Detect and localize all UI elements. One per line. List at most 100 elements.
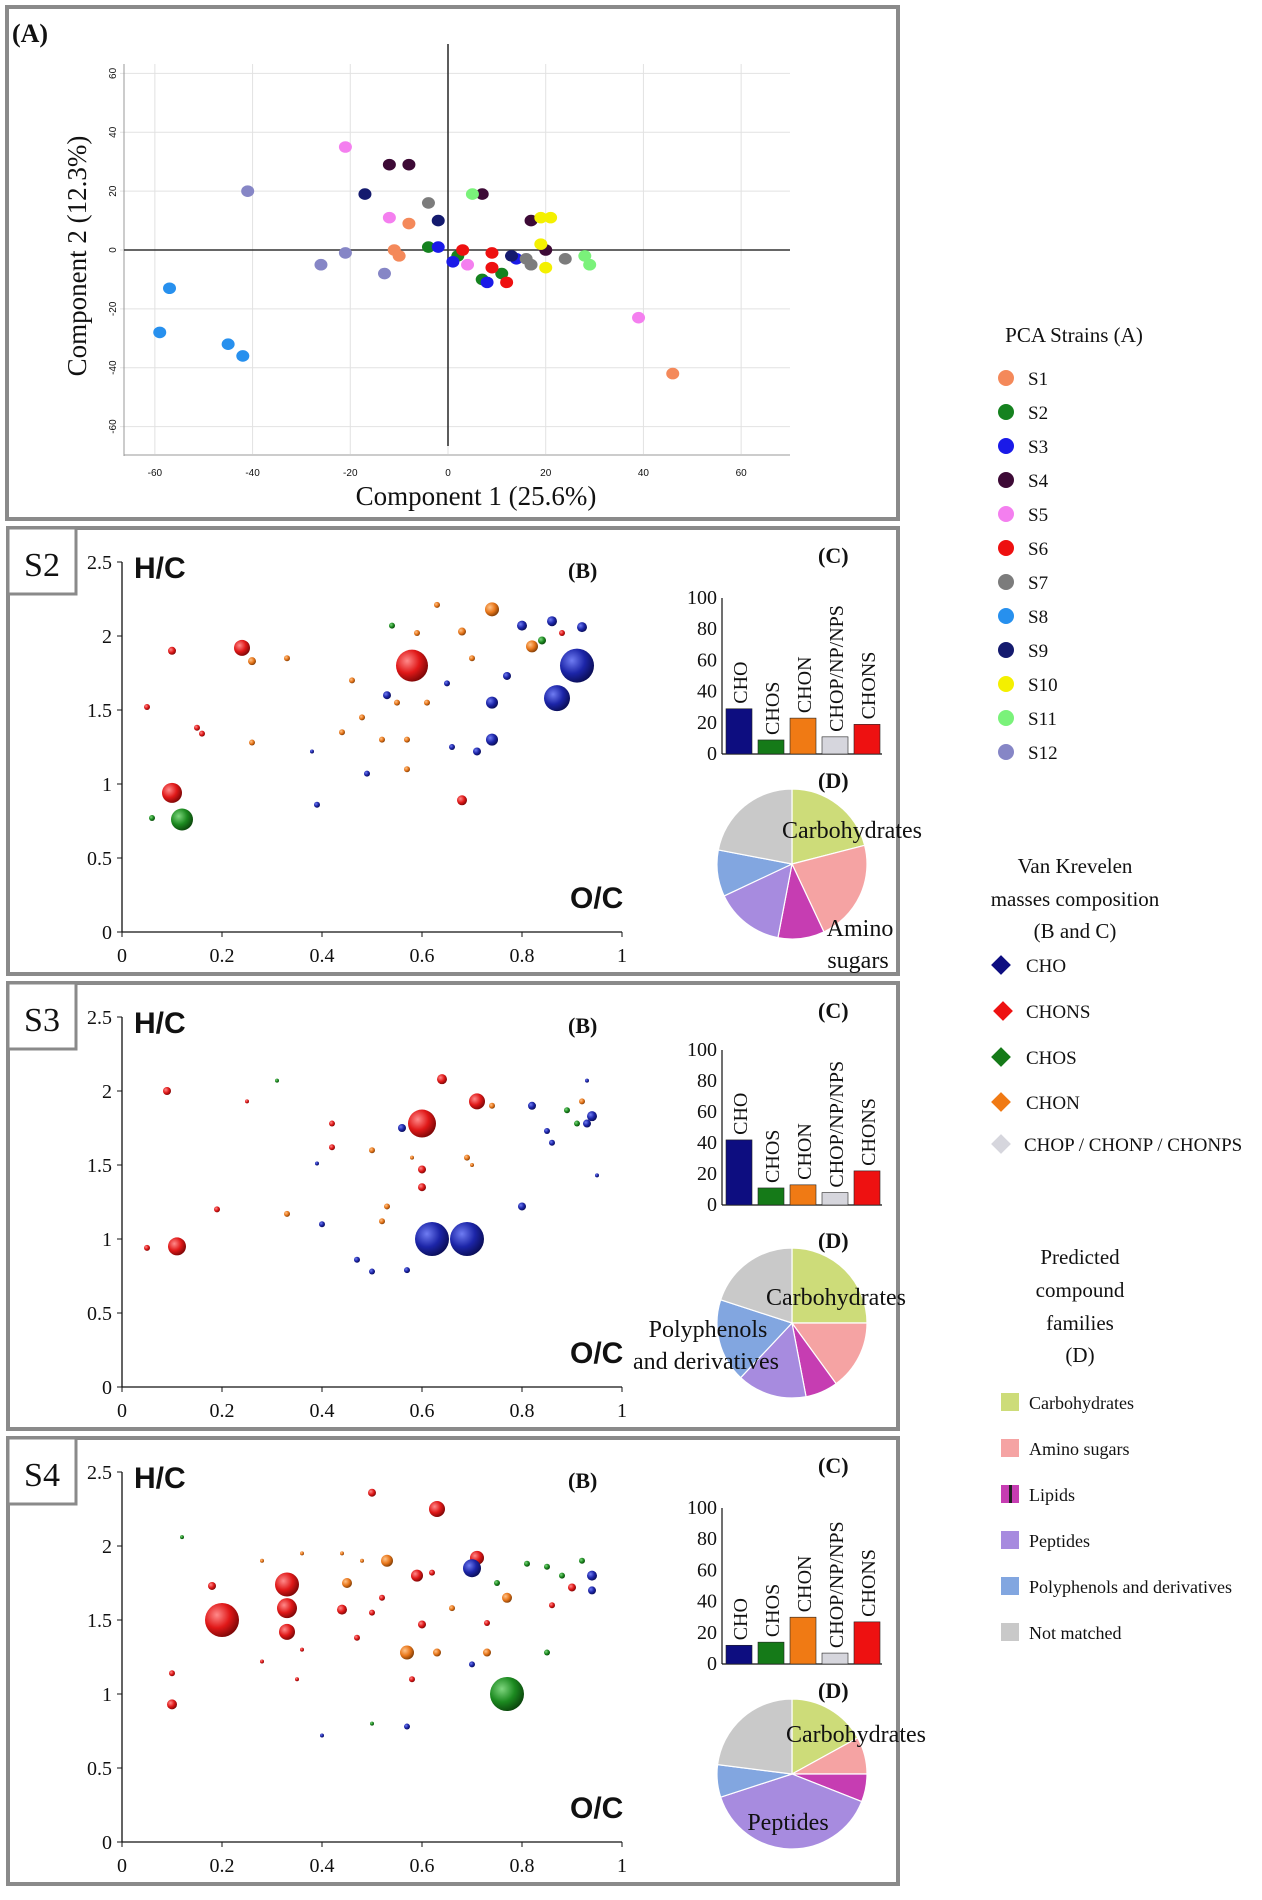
pca-point-s12 [338,247,352,259]
pca-x-tick: 0 [445,468,451,479]
vk-point-red [162,782,182,803]
vk-point-red [279,1623,295,1640]
bar-chos [757,1641,785,1665]
pca-point-s12 [314,258,328,271]
legend-strain-swatch-s4 [998,472,1014,488]
bar-category-label: CHOS [762,1584,784,1637]
vk-x-tick: 1 [617,1400,627,1422]
vk-point-red [559,630,565,637]
vk-point-orange [414,630,420,637]
pca-tick-labels: -60 -40 -20 0 20 40 60 -60 -40 -20 0 20 40 60 [108,67,747,479]
vk-y-tick: 2.5 [87,552,112,574]
vk-y-tick: 2.5 [87,1462,112,1484]
legend-strain-label: S1 [1028,369,1048,390]
vk-point-red [329,1144,335,1151]
pie-label: Carbohydrates [786,1722,926,1748]
strain-label-box [6,526,78,596]
vk-point-red [469,1093,485,1110]
vk-x-tick: 0.8 [510,1400,535,1422]
vk-point-blue [473,747,481,756]
legend-vk-label: CHON [1026,1093,1080,1114]
pca-point-s4 [475,188,489,200]
vk-tag-b: (B) [568,1013,597,1038]
bar-chop [821,1192,849,1206]
pie-label: Carbohydrates [766,1285,906,1311]
pca-point-s1 [666,367,680,380]
vk-point-green [538,636,546,645]
pca-x-tick: -60 [148,468,163,479]
pca-point-s12 [241,185,255,197]
vk-x-tick: 0.4 [310,1400,335,1422]
pca-point-s6 [456,244,470,256]
legend-fam-lipid-mark [1009,1485,1012,1503]
legend-strain-label: S3 [1028,437,1048,458]
vk-point-blue [319,1221,325,1228]
vk-point-green [564,1107,570,1114]
vk-x-tick: 0.6 [410,1400,435,1422]
vk-y-tick: 2.5 [87,1007,112,1029]
pie-label: Peptides [747,1810,828,1836]
vk-point-orange [485,602,499,617]
vk-point-red [409,1676,415,1683]
vk-point-orange [379,736,385,743]
vk-point-red [245,1099,249,1104]
legend-strain-label: S2 [1028,403,1048,424]
strain-label: S4 [24,1457,60,1494]
bar-y-tick: 100 [687,587,717,609]
vk-panel-s4: S4 0 0.2 0.4 0.6 0.8 1 0 0.5 1 1.5 2 2.5 H/C O/C (B) (C)… [6,1436,926,1886]
vk-point-green [559,1572,565,1579]
vk-point-green [494,1580,500,1586]
vk-point-blue [544,685,570,712]
bar-cho [725,1139,753,1206]
pca-x-tick: 20 [540,468,552,479]
vk-x-tick: 0.6 [410,945,435,967]
vk-point-blue [486,733,498,746]
pie-slice-peptides [739,1321,807,1399]
vk-point-blue [518,1202,526,1211]
bar-category-label: CHONS [858,1098,880,1166]
bar-y-tick: 0 [707,743,717,765]
legend-fam-label: Peptides [1029,1531,1090,1551]
bar-y-tick: 40 [697,1591,717,1613]
vk-point-orange [483,1648,491,1657]
vk-oc-label: O/C [570,882,623,915]
vk-x-tick: 0.6 [410,1855,435,1877]
bar-y-tick: 100 [687,1039,717,1061]
legend-strain-label: S11 [1028,709,1057,730]
bar-chos [757,739,785,755]
pca-point-s8 [163,282,177,295]
vk-panel-frame [6,981,900,1431]
vk-point-red [379,1594,385,1601]
pie-slice-not-matched [719,1247,793,1324]
vk-panel-s3: S3 0 0.2 0.4 0.6 0.8 1 0 0.5 1 1.5 2 2.5 H/C O/C (B) (C)… [6,981,906,1431]
vk-point-orange [434,601,440,608]
vk-y-tick: 1.5 [87,700,112,722]
vk-point-red [214,1206,220,1213]
bar-y-tick: 80 [697,618,717,640]
pca-x-tick: 60 [736,468,748,479]
legend-fam-swatch-polyphenols-and-derivatives [1001,1577,1019,1595]
legend-strain-swatch-s7 [998,574,1014,590]
legend-fam-label: Lipids [1029,1485,1075,1505]
pie-slice-not-matched [716,1698,793,1775]
pca-point-s3 [431,241,445,253]
vk-x-tick: 0.2 [210,1400,235,1422]
vk-y-tick: 2 [102,1081,112,1103]
legend-fam-swatch-peptides [1001,1531,1019,1549]
bar-y-tick: 40 [697,1132,717,1154]
legend-strain-swatch-s10 [998,676,1014,692]
vk-point-orange [384,1203,390,1210]
legend-van-krevelen: Van Krevelen masses composition (B and C… [991,854,1242,1156]
panel-a: (A) -60 -40 -20 0 20 40 60 -60 -40 -20 0 20 40 60 Com… [5,5,900,521]
pie-slice-carbohydrates [791,1247,868,1324]
bar-category-label: CHON [794,1123,816,1180]
pca-point-s10 [539,261,553,274]
pca-point-s2 [495,267,509,280]
vk-point-blue [587,1111,597,1122]
bar-chons [853,724,881,755]
legend-vk-title-2: masses composition [991,887,1160,911]
legend-fam-title-4: (D) [1065,1343,1094,1367]
vk-point-red [275,1572,299,1597]
legend-vk-label: CHOS [1026,1048,1077,1069]
vk-point-red [163,1087,171,1095]
